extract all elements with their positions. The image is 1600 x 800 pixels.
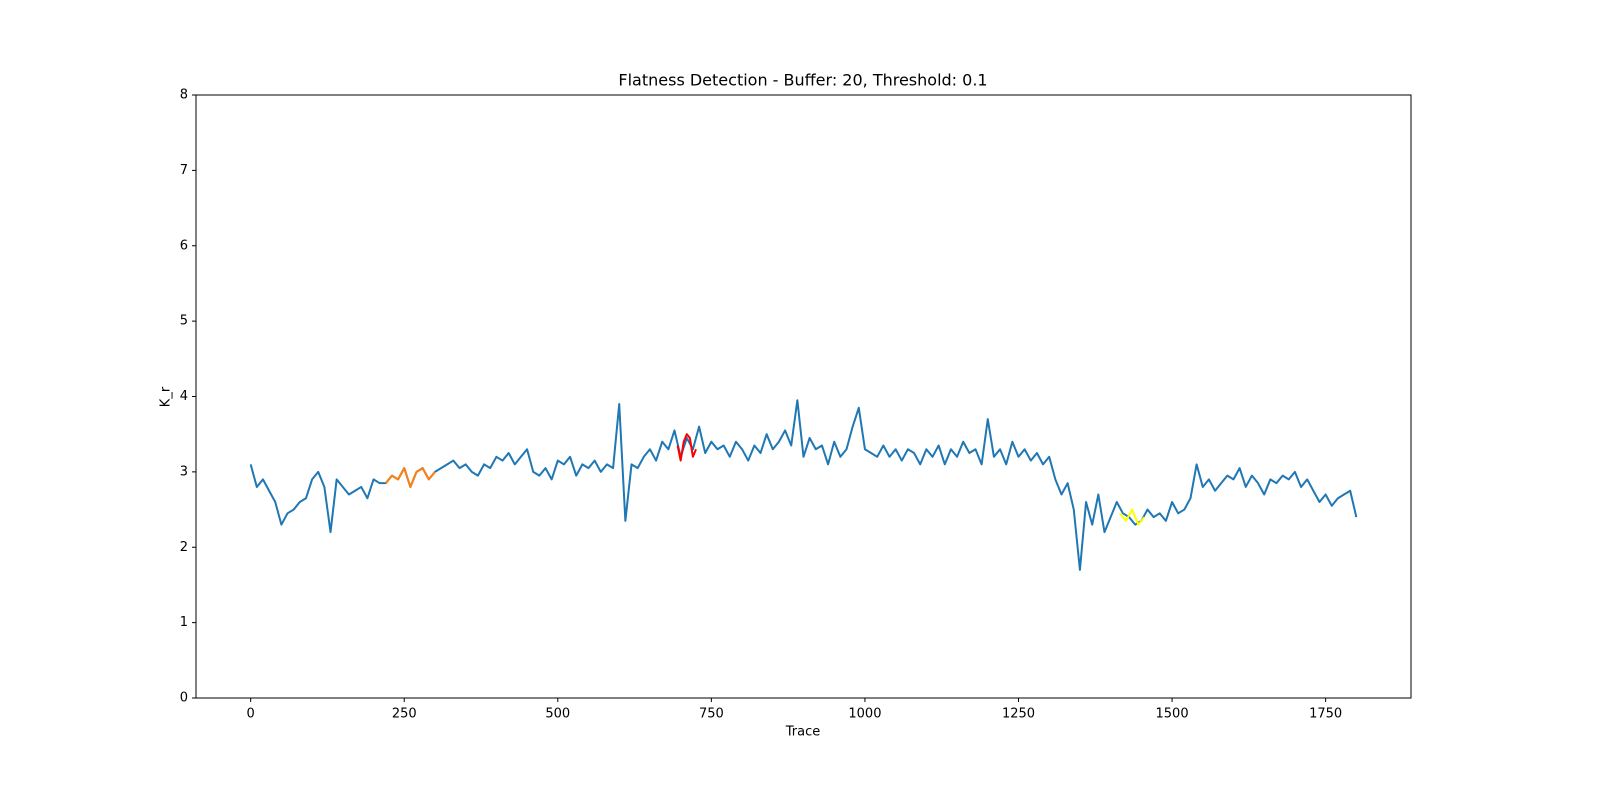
x-tick-label: 500 <box>545 707 570 722</box>
y-tick-label: 7 <box>180 163 188 178</box>
x-axis-label: Trace <box>785 725 821 740</box>
y-tick-label: 4 <box>180 389 188 404</box>
line <box>1119 508 1146 526</box>
y-tick-label: 8 <box>180 88 188 103</box>
x-tick-label: 1000 <box>848 707 881 722</box>
x-tick-label: 1250 <box>1002 707 1035 722</box>
y-tick-label: 5 <box>180 314 188 329</box>
line <box>676 433 697 462</box>
x-tick-label: 250 <box>392 707 417 722</box>
line <box>249 399 1358 571</box>
x-tick-label: 1750 <box>1309 707 1342 722</box>
x-tick-label: 0 <box>247 707 255 722</box>
y-tick-label: 3 <box>180 464 188 479</box>
y-tick-label: 2 <box>180 540 188 555</box>
line <box>385 467 436 488</box>
y-tick-label: 6 <box>180 238 188 253</box>
chart-title: Flatness Detection - Buffer: 20, Thresho… <box>618 71 987 90</box>
x-tick-label: 1500 <box>1156 707 1189 722</box>
plot-frame <box>195 94 1412 699</box>
y-axis-label: K_r <box>159 386 174 407</box>
y-tick-label: 0 <box>180 691 188 706</box>
y-tick-label: 1 <box>180 615 188 630</box>
x-tick-label: 750 <box>699 707 724 722</box>
